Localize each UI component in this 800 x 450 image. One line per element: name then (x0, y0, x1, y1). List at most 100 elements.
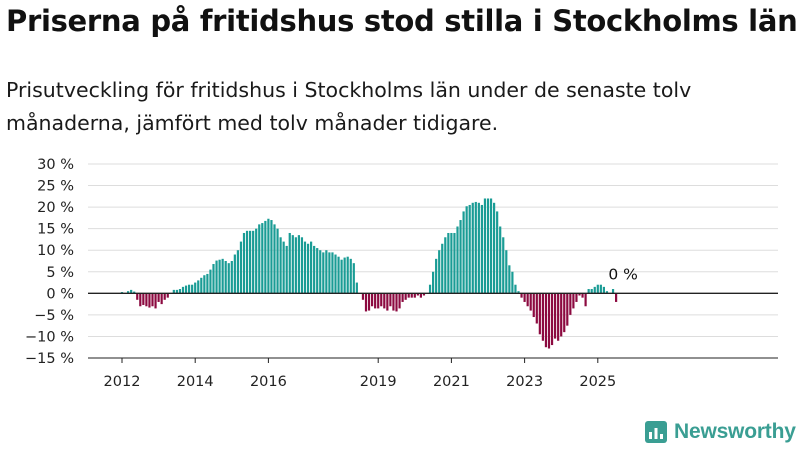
bar (401, 293, 404, 302)
bar (392, 293, 395, 311)
bar (319, 250, 322, 294)
bar (212, 264, 215, 294)
bar (334, 254, 337, 294)
x-tick-label: 2012 (104, 374, 141, 390)
bar (191, 284, 194, 294)
bar (233, 254, 236, 294)
bar (456, 226, 459, 294)
bar (471, 202, 474, 294)
bar (441, 243, 444, 294)
axes (88, 292, 778, 363)
x-tick-label: 2023 (506, 374, 543, 390)
bar (520, 293, 523, 298)
y-tick-label: 10 % (37, 243, 74, 259)
bar (572, 293, 575, 309)
bar (151, 293, 154, 307)
bar (200, 277, 203, 294)
bar (450, 232, 453, 294)
bar (444, 237, 447, 294)
bar (346, 256, 349, 294)
bar (325, 250, 328, 294)
y-tick-label: −5 % (34, 308, 74, 324)
newsworthy-logo[interactable]: Newsworthy (645, 420, 796, 444)
bar (136, 293, 139, 300)
bar (477, 202, 480, 294)
bar (300, 237, 304, 294)
bar (306, 243, 310, 294)
y-tick-label: 30 % (37, 157, 74, 173)
bar (236, 250, 239, 294)
bar (267, 218, 270, 294)
bar (380, 293, 383, 307)
bar (291, 235, 294, 294)
bar (352, 263, 355, 294)
bar (145, 293, 148, 307)
bar (245, 230, 249, 294)
y-tick-label: 0 % (46, 286, 74, 302)
bars (120, 198, 618, 349)
bar (349, 258, 352, 294)
y-tick-label: 5 % (46, 265, 74, 281)
bar (337, 256, 340, 294)
bar (227, 263, 230, 294)
bar (508, 265, 511, 294)
bar (316, 248, 319, 294)
newsworthy-logo-text: Newsworthy (674, 420, 796, 443)
x-tick-label: 2019 (360, 374, 397, 390)
bar (203, 275, 206, 294)
bar (438, 250, 441, 294)
bar (282, 241, 285, 294)
bar (133, 291, 136, 294)
bar (331, 252, 334, 294)
bar (541, 293, 544, 341)
bar (605, 291, 609, 294)
bar (285, 245, 288, 294)
bar (428, 284, 432, 294)
newsworthy-logo-icon (645, 421, 667, 443)
bar (154, 293, 157, 309)
bar (264, 220, 267, 294)
bar (496, 211, 499, 294)
bar (364, 293, 368, 312)
bar (230, 261, 233, 294)
bar (355, 282, 358, 294)
bar (462, 211, 465, 294)
bar (371, 293, 374, 307)
bar (398, 293, 401, 309)
bar (181, 286, 185, 294)
bar (303, 241, 307, 294)
bar (432, 271, 435, 294)
bar (197, 280, 200, 294)
bar (374, 293, 377, 309)
bar (322, 252, 325, 294)
bar (554, 293, 557, 339)
bar (163, 293, 166, 300)
bar (422, 293, 426, 296)
bar (486, 198, 490, 294)
bar (178, 289, 182, 294)
chart-title: Priserna på fritidshus stod stilla i Sto… (6, 4, 798, 38)
bar (493, 202, 496, 294)
bar (566, 293, 569, 326)
bar (313, 245, 316, 294)
bar (529, 293, 532, 311)
bar (279, 237, 282, 294)
bar (367, 293, 371, 311)
bar (160, 293, 163, 305)
bar (523, 293, 526, 302)
bar (249, 230, 252, 294)
bar (569, 293, 572, 315)
bar (224, 261, 227, 294)
bar (142, 293, 145, 305)
bar (377, 293, 380, 309)
bar (255, 228, 258, 294)
bar (166, 293, 169, 298)
bar (535, 293, 538, 324)
x-tick-label: 2021 (433, 374, 470, 390)
bar (550, 293, 554, 346)
bar (593, 286, 596, 294)
bar (517, 291, 520, 294)
bar (218, 259, 221, 294)
bar (480, 204, 483, 294)
